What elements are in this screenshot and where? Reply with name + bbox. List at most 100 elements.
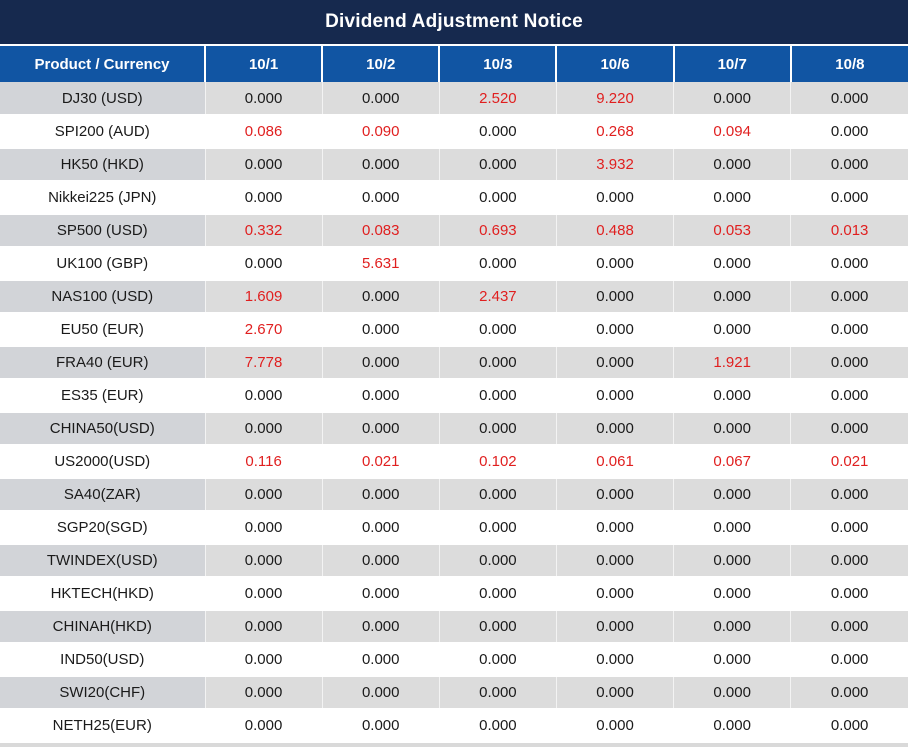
value-cell: 0.000 [439, 544, 557, 578]
value-cell: 0.000 [790, 478, 908, 512]
table-row: DJ30 (USD) 0.000 0.000 2.520 9.220 0.000 0.000 [0, 82, 908, 116]
value-cell: 0.000 [439, 709, 557, 743]
value-cell: 7.778 [205, 346, 323, 380]
table-row: SPI200 (AUD) 0.086 0.090 0.000 0.268 0.094 0.0… [0, 115, 908, 149]
value-cell: 0.000 [556, 313, 675, 347]
value-cell: 2.437 [439, 280, 557, 314]
value-cell: 0.067 [673, 445, 792, 479]
value-cell: 0.488 [556, 214, 675, 248]
value-cell: 0.021 [790, 445, 908, 479]
value-cell: 0.000 [439, 313, 557, 347]
table-row: SWI20(CHF) 0.000 0.000 0.000 0.000 0.000 0.000 [0, 676, 908, 710]
value-cell: 0.000 [322, 610, 440, 644]
product-cell: NETH25(EUR) [0, 709, 206, 743]
value-cell: 0.000 [322, 280, 440, 314]
value-cell: 0.000 [205, 148, 323, 182]
product-cell: SWI20(CHF) [0, 676, 206, 710]
value-cell: 0.000 [439, 676, 557, 710]
value-cell: 0.000 [790, 709, 908, 743]
value-cell: 0.000 [556, 412, 675, 446]
value-cell: 0.000 [205, 610, 323, 644]
value-cell: 0.000 [556, 511, 675, 545]
product-cell: CHINA50(USD) [0, 412, 206, 446]
value-cell: 0.000 [673, 412, 792, 446]
product-cell: EU50 (EUR) [0, 313, 206, 347]
value-cell: 0.021 [322, 445, 440, 479]
column-header-date: 10/1 [203, 46, 323, 82]
value-cell: 0.000 [673, 577, 792, 611]
value-cell: 0.000 [790, 280, 908, 314]
value-cell: 0.000 [205, 181, 323, 215]
value-cell: 0.000 [556, 280, 675, 314]
product-cell: ES35 (EUR) [0, 379, 206, 413]
value-cell: 0.000 [322, 181, 440, 215]
table-row: SP500 (USD) 0.332 0.083 0.693 0.488 0.053 0.01… [0, 214, 908, 248]
value-cell: 0.000 [439, 148, 557, 182]
product-cell: SGP20(SGD) [0, 511, 206, 545]
value-cell: 0.000 [790, 610, 908, 644]
value-cell: 0.000 [790, 544, 908, 578]
product-cell: DJ30 (USD) [0, 82, 206, 116]
table-row: Nikkei225 (JPN) 0.000 0.000 0.000 0.000 0.000… [0, 181, 908, 215]
product-cell: SA40(ZAR) [0, 478, 206, 512]
value-cell: 0.000 [439, 181, 557, 215]
value-cell: 0.000 [322, 643, 440, 677]
value-cell: 0.000 [790, 676, 908, 710]
product-cell: UK100 (GBP) [0, 247, 206, 281]
value-cell: 0.000 [322, 148, 440, 182]
value-cell: 0.000 [673, 478, 792, 512]
column-header-product: Product / Currency [0, 46, 205, 82]
value-cell: 0.013 [790, 214, 908, 248]
value-cell: 0.693 [439, 214, 557, 248]
product-cell: HK50 (HKD) [0, 148, 206, 182]
column-header-date: 10/2 [321, 46, 440, 82]
value-cell: 0.000 [790, 577, 908, 611]
value-cell: 0.000 [673, 709, 792, 743]
value-cell: 0.000 [673, 181, 792, 215]
value-cell: 0.000 [556, 181, 675, 215]
value-cell: 0.000 [790, 115, 908, 149]
value-cell: 0.000 [439, 412, 557, 446]
value-cell: 0.083 [322, 214, 440, 248]
value-cell: 0.268 [556, 115, 675, 149]
value-cell: 0.000 [322, 709, 440, 743]
value-cell: 0.000 [790, 643, 908, 677]
value-cell: 0.000 [205, 544, 323, 578]
table-row: UK100 (GBP) 0.000 5.631 0.000 0.000 0.000 0.00… [0, 247, 908, 281]
value-cell: 0.000 [322, 379, 440, 413]
value-cell: 0.000 [790, 412, 908, 446]
table-row: NAS100 (USD) 1.609 0.000 2.437 0.000 0.000 0.0… [0, 280, 908, 314]
value-cell: 0.000 [322, 676, 440, 710]
product-cell: HKTECH(HKD) [0, 577, 206, 611]
product-cell: SPI200 (AUD) [0, 115, 206, 149]
value-cell: 0.000 [205, 577, 323, 611]
value-cell: 0.000 [205, 82, 323, 116]
value-cell: 0.000 [673, 610, 792, 644]
value-cell: 0.000 [790, 247, 908, 281]
value-cell: 0.000 [439, 478, 557, 512]
table-row: EU50 (EUR) 2.670 0.000 0.000 0.000 0.000 0.000 [0, 313, 908, 347]
value-cell: 0.000 [673, 643, 792, 677]
value-cell: 0.000 [439, 346, 557, 380]
table-row: ES35 (EUR) 0.000 0.000 0.000 0.000 0.000 0.000 [0, 379, 908, 413]
value-cell: 0.000 [556, 643, 675, 677]
table-row: HK50 (HKD) 0.000 0.000 0.000 3.932 0.000 0.000 [0, 148, 908, 182]
value-cell: 0.102 [439, 445, 557, 479]
product-cell: NAS100 (USD) [0, 280, 206, 314]
table-row: FRA40 (EUR) 7.778 0.000 0.000 0.000 1.921 0.00… [0, 346, 908, 380]
column-header-date: 10/3 [438, 46, 557, 82]
value-cell: 0.000 [322, 511, 440, 545]
value-cell: 0.000 [556, 709, 675, 743]
value-cell: 0.000 [673, 511, 792, 545]
value-cell: 0.332 [205, 214, 323, 248]
table-body: DJ30 (USD) 0.000 0.000 2.520 9.220 0.000 0.000… [0, 82, 908, 743]
value-cell: 0.000 [673, 676, 792, 710]
product-cell: Nikkei225 (JPN) [0, 181, 206, 215]
value-cell: 0.000 [322, 313, 440, 347]
page-title: Dividend Adjustment Notice [325, 11, 583, 32]
value-cell: 0.000 [790, 82, 908, 116]
value-cell: 0.000 [439, 379, 557, 413]
value-cell: 0.000 [322, 544, 440, 578]
value-cell: 2.520 [439, 82, 557, 116]
value-cell: 1.921 [673, 346, 792, 380]
